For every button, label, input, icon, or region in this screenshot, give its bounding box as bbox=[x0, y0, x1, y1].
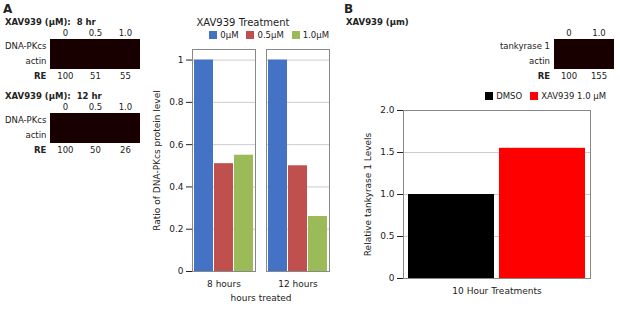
html-text:0: 0 bbox=[566, 28, 572, 38]
html-text:B: B bbox=[344, 2, 354, 16]
html-text:100: 100 bbox=[57, 71, 74, 81]
svg-text:1.0: 1.0 bbox=[380, 189, 395, 199]
html-text:1.0: 1.0 bbox=[592, 28, 606, 38]
html-text:RE: RE bbox=[537, 71, 550, 81]
html-text:1.0: 1.0 bbox=[118, 28, 133, 38]
html-text:0.5: 0.5 bbox=[88, 28, 103, 38]
svg-text:Ratio of DNA-PKcs protein leve: Ratio of DNA-PKcs protein level bbox=[152, 90, 162, 230]
html-text:51: 51 bbox=[90, 71, 101, 81]
html-text:RE: RE bbox=[34, 71, 47, 81]
svg-text:1: 1 bbox=[178, 55, 184, 65]
html-text:DMSO: DMSO bbox=[496, 91, 523, 101]
html-text:50: 50 bbox=[90, 145, 101, 155]
html-text:XAV939 (μm): XAV939 (μm) bbox=[346, 17, 409, 27]
html-text:actin: actin bbox=[25, 130, 47, 140]
html-text:DNA-PKcs: DNA-PKcs bbox=[5, 115, 47, 125]
html-text:tankyrase 1: tankyrase 1 bbox=[499, 41, 550, 51]
svg-text:12 hours: 12 hours bbox=[278, 279, 318, 289]
html-text:0: 0 bbox=[62, 102, 69, 112]
html-text:100: 100 bbox=[57, 145, 74, 155]
svg-text:0.8: 0.8 bbox=[169, 97, 184, 107]
html-text:100: 100 bbox=[560, 71, 578, 81]
html-text:actin: actin bbox=[25, 56, 47, 66]
svg-text:0.4: 0.4 bbox=[169, 182, 184, 192]
svg-text:0.2: 0.2 bbox=[169, 224, 183, 234]
svg-text:hours treated: hours treated bbox=[230, 293, 291, 303]
html-text:0μM: 0μM bbox=[220, 30, 239, 40]
html-text:155: 155 bbox=[590, 71, 608, 81]
html-text:RE: RE bbox=[34, 145, 47, 155]
html-text:XAV939 1.0 μM: XAV939 1.0 μM bbox=[541, 91, 606, 101]
html-text:55: 55 bbox=[120, 71, 131, 81]
html-text:0.5: 0.5 bbox=[88, 102, 103, 112]
html-text:actin: actin bbox=[529, 56, 550, 66]
html-text:DNA-PKcs: DNA-PKcs bbox=[5, 41, 47, 51]
html-text:0: 0 bbox=[62, 28, 69, 38]
html-text:26: 26 bbox=[120, 145, 131, 155]
html-text:A: A bbox=[3, 2, 13, 16]
html-text:XAV939 (μM): 12 hr: XAV939 (μM): 12 hr bbox=[5, 91, 102, 101]
svg-text:2.0: 2.0 bbox=[380, 105, 395, 115]
svg-text:0.5: 0.5 bbox=[380, 231, 394, 241]
html-text:1.0: 1.0 bbox=[118, 102, 133, 112]
html-text:XAV939 Treatment: XAV939 Treatment bbox=[196, 17, 290, 28]
svg-text:0.6: 0.6 bbox=[169, 140, 184, 150]
svg-text:Relative tankyrase 1 Levels: Relative tankyrase 1 Levels bbox=[363, 132, 373, 256]
html-text:XAV939 (μM): 8 hr: XAV939 (μM): 8 hr bbox=[5, 17, 96, 27]
svg-text:0: 0 bbox=[178, 266, 184, 276]
html-text:0.5μM: 0.5μM bbox=[257, 30, 284, 40]
svg-text:0: 0 bbox=[389, 273, 395, 283]
svg-text:1.5: 1.5 bbox=[380, 147, 394, 157]
svg-text:8 hours: 8 hours bbox=[207, 279, 241, 289]
html-text:1.0μM: 1.0μM bbox=[302, 30, 329, 40]
svg-text:10 Hour Treatments: 10 Hour Treatments bbox=[452, 286, 542, 296]
